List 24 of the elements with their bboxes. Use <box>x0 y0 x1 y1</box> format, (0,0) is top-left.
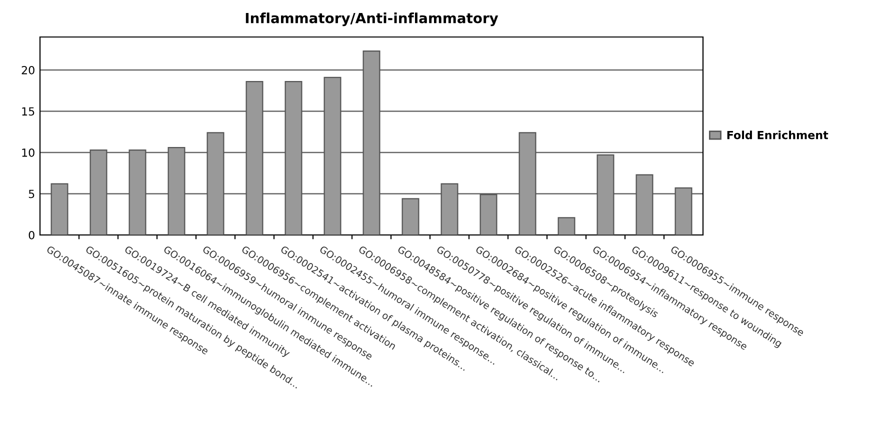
bar <box>440 183 458 235</box>
bar <box>168 146 186 235</box>
bar <box>324 76 342 235</box>
bar <box>480 194 498 235</box>
bar <box>90 149 108 235</box>
bar <box>402 198 420 235</box>
chart-title: Inflammatory/Anti-inflammatory <box>246 12 498 26</box>
bar <box>206 132 224 235</box>
bar <box>284 80 302 235</box>
y-tick-label: 0 <box>28 230 34 240</box>
bar <box>636 174 654 235</box>
y-tick-label: 5 <box>28 190 34 198</box>
y-tick-label: 20 <box>22 66 34 74</box>
bar <box>674 187 692 235</box>
bar <box>246 80 264 235</box>
bar <box>518 132 536 235</box>
y-tick-label: 15 <box>22 107 34 116</box>
bar <box>596 154 614 235</box>
legend-label: Fold Enrichment <box>727 130 828 140</box>
bar <box>558 217 576 235</box>
bar <box>362 50 380 235</box>
y-tick-label: 10 <box>22 148 34 157</box>
bar <box>50 183 68 235</box>
bar <box>128 149 146 235</box>
